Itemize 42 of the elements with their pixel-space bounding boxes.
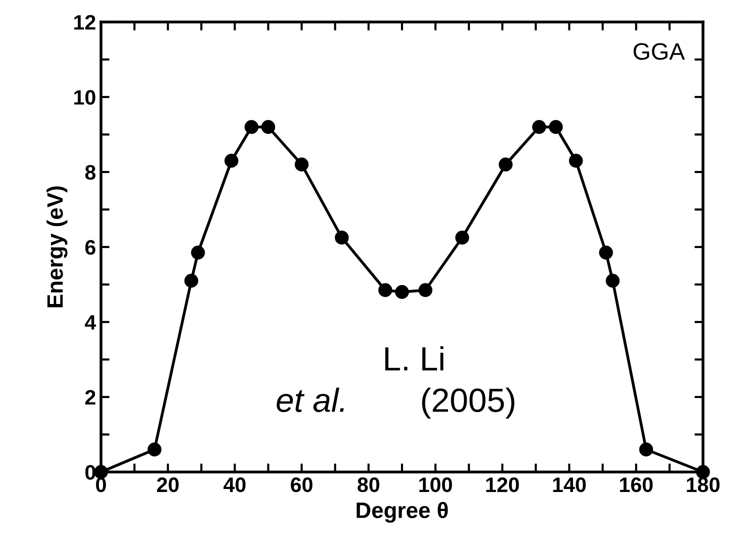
- point: [599, 246, 613, 260]
- annotation: GGA: [634, 43, 685, 60]
- x-tick-label: 100: [419, 477, 452, 492]
- x-tick-label: 140: [553, 477, 586, 492]
- x-tick-label: 20: [157, 477, 179, 492]
- point: [191, 246, 205, 260]
- point: [639, 442, 654, 456]
- point: [148, 442, 162, 456]
- y-tick-label: 4: [84, 315, 96, 330]
- point: [418, 283, 432, 298]
- x-tick-label: 60: [290, 477, 312, 492]
- point: [294, 158, 309, 172]
- annotation: (2005): [422, 388, 514, 419]
- point: [261, 120, 276, 134]
- y-axis-title: Energy (eV): [46, 186, 68, 308]
- y-tick-label: 0: [85, 465, 96, 480]
- point: [334, 230, 349, 245]
- point: [378, 283, 392, 298]
- point: [548, 120, 563, 134]
- x-tick-label: 160: [620, 477, 653, 492]
- x-tick-label: 80: [358, 477, 380, 492]
- point: [606, 274, 620, 288]
- point: [184, 274, 198, 288]
- annotation: et al.: [276, 388, 344, 412]
- x-tick-label: 180: [686, 477, 720, 492]
- point: [244, 120, 258, 134]
- annotation: L. Li: [385, 346, 444, 370]
- y-tick-label: 8: [85, 165, 96, 180]
- point: [568, 154, 583, 168]
- y-tick-label: 10: [74, 90, 96, 105]
- y-tick-label: 6: [85, 240, 96, 255]
- y-tick-label: 12: [74, 15, 96, 30]
- point: [498, 158, 513, 172]
- point: [455, 230, 470, 245]
- point: [532, 120, 546, 134]
- x-tick-label: 40: [224, 477, 246, 492]
- x-axis-title: Degree θ: [356, 502, 448, 523]
- x-tick-label: 0: [96, 477, 106, 492]
- y-tick-label: 2: [85, 390, 96, 405]
- x-tick-label: 120: [486, 477, 519, 492]
- point: [395, 285, 409, 299]
- point: [224, 154, 238, 168]
